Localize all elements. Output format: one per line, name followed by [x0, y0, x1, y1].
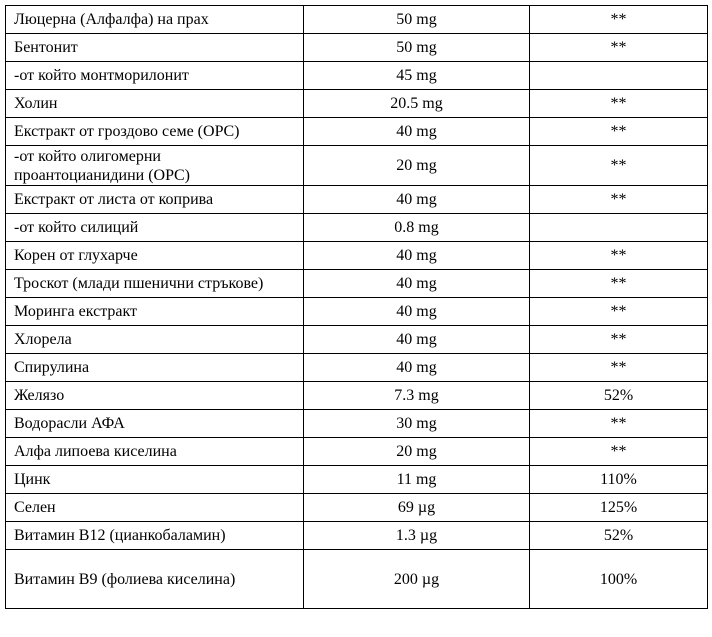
nutrient-daily-value: ** [529, 241, 708, 270]
table-row: Екстракт от гроздово семе (OPC) 40 mg ** [5, 117, 708, 146]
nutrient-name: Люцерна (Алфалфа) на прах [5, 5, 304, 34]
nutrient-daily-value: ** [529, 409, 708, 438]
table-row: Витамин B12 (цианкобаламин) 1.3 µg 52% [5, 521, 708, 550]
table-row: Моринга екстракт 40 mg ** [5, 297, 708, 326]
nutrient-amount: 40 mg [303, 325, 530, 354]
nutrient-amount: 40 mg [303, 241, 530, 270]
nutrient-name: Витамин B12 (цианкобаламин) [5, 521, 304, 550]
nutrient-amount: 11 mg [303, 465, 530, 494]
nutrient-name: -от който силиций [5, 213, 304, 242]
nutrient-daily-value: ** [529, 325, 708, 354]
table-row: Корен от глухарче 40 mg ** [5, 241, 708, 270]
nutrient-name: -от който олигомерни проантоцианидини (O… [5, 145, 304, 186]
nutrient-daily-value: ** [529, 437, 708, 466]
nutrient-daily-value: 52% [529, 521, 708, 550]
nutrient-name: Спирулина [5, 353, 304, 382]
nutrient-daily-value: 100% [529, 549, 708, 609]
nutrient-name: Екстракт от гроздово семе (OPC) [5, 117, 304, 146]
table-row: Желязо 7.3 mg 52% [5, 381, 708, 410]
nutrient-name: Екстракт от листа от коприва [5, 185, 304, 214]
nutrient-amount: 7.3 mg [303, 381, 530, 410]
nutrient-name: Желязо [5, 381, 304, 410]
nutrient-amount: 20.5 mg [303, 89, 530, 118]
nutrient-amount: 50 mg [303, 5, 530, 34]
nutrient-daily-value: ** [529, 117, 708, 146]
nutrient-amount: 30 mg [303, 409, 530, 438]
nutrient-name: Корен от глухарче [5, 241, 304, 270]
nutrient-amount: 40 mg [303, 185, 530, 214]
nutrient-daily-value: ** [529, 33, 708, 62]
table-row: Водорасли АФА 30 mg ** [5, 409, 708, 438]
table-row: Цинк 11 mg 110% [5, 465, 708, 494]
nutrient-daily-value: 125% [529, 493, 708, 522]
nutrient-daily-value: ** [529, 89, 708, 118]
table-row: Спирулина 40 mg ** [5, 353, 708, 382]
table-row: Хлорела 40 mg ** [5, 325, 708, 354]
table-row: Алфа липоева киселина 20 mg ** [5, 437, 708, 466]
nutrient-name: Витамин B9 (фолиева киселина) [5, 549, 304, 609]
nutrient-name: Алфа липоева киселина [5, 437, 304, 466]
nutrient-amount: 69 µg [303, 493, 530, 522]
table-row: Холин 20.5 mg ** [5, 89, 708, 118]
nutrient-amount: 40 mg [303, 297, 530, 326]
nutrient-amount: 0.8 mg [303, 213, 530, 242]
table-row: Бентонит 50 mg ** [5, 33, 708, 62]
nutrient-amount: 45 mg [303, 61, 530, 90]
table-row: -от който силиций 0.8 mg [5, 213, 708, 242]
nutrient-name: Холин [5, 89, 304, 118]
nutrient-daily-value: ** [529, 185, 708, 214]
table-row: Люцерна (Алфалфа) на прах 50 mg ** [5, 5, 708, 34]
nutrient-amount: 50 mg [303, 33, 530, 62]
nutrient-amount: 40 mg [303, 269, 530, 298]
nutrient-table: Люцерна (Алфалфа) на прах 50 mg ** Бенто… [5, 5, 708, 609]
table-row: Екстракт от листа от коприва 40 mg ** [5, 185, 708, 214]
table-row: -от който монтморилонит 45 mg [5, 61, 708, 90]
nutrient-amount: 200 µg [303, 549, 530, 609]
table-row: Селен 69 µg 125% [5, 493, 708, 522]
nutrient-name: Селен [5, 493, 304, 522]
table-row: Витамин B9 (фолиева киселина) 200 µg 100… [5, 549, 708, 609]
table-row: Троскот (млади пшенични стръкове) 40 mg … [5, 269, 708, 298]
nutrient-daily-value: ** [529, 353, 708, 382]
nutrient-name: Троскот (млади пшенични стръкове) [5, 269, 304, 298]
nutrient-name: Цинк [5, 465, 304, 494]
nutrient-daily-value: ** [529, 297, 708, 326]
nutrient-amount: 40 mg [303, 117, 530, 146]
nutrient-name: Водорасли АФА [5, 409, 304, 438]
nutrient-daily-value: 52% [529, 381, 708, 410]
nutrient-name: Хлорела [5, 325, 304, 354]
nutrient-amount: 40 mg [303, 353, 530, 382]
nutrient-name: -от който монтморилонит [5, 61, 304, 90]
nutrient-amount: 1.3 µg [303, 521, 530, 550]
nutrient-name: Бентонит [5, 33, 304, 62]
nutrient-daily-value: 110% [529, 465, 708, 494]
table-row: -от който олигомерни проантоцианидини (O… [5, 145, 708, 186]
nutrient-daily-value: ** [529, 5, 708, 34]
nutrient-daily-value [529, 213, 708, 242]
nutrient-daily-value [529, 61, 708, 90]
nutrient-name: Моринга екстракт [5, 297, 304, 326]
nutrient-daily-value: ** [529, 145, 708, 186]
nutrient-daily-value: ** [529, 269, 708, 298]
nutrient-amount: 20 mg [303, 145, 530, 186]
nutrient-amount: 20 mg [303, 437, 530, 466]
